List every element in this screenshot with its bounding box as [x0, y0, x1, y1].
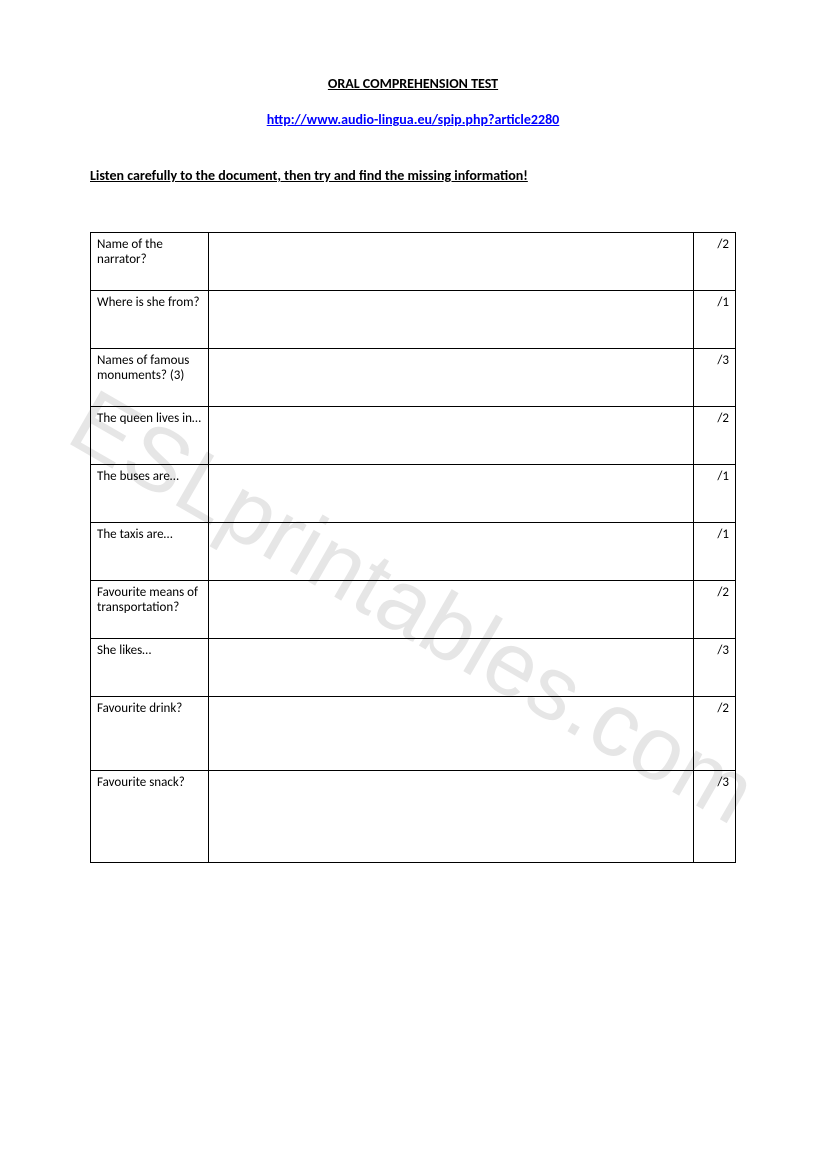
table-row: Where is she from? /1: [91, 291, 736, 349]
answer-cell[interactable]: [209, 639, 694, 697]
table-row: The buses are… /1: [91, 465, 736, 523]
score-cell: /2: [694, 233, 736, 291]
score-cell: /2: [694, 581, 736, 639]
instruction-text: Listen carefully to the document, then t…: [90, 167, 736, 184]
answer-cell[interactable]: [209, 407, 694, 465]
worksheet-table: Name of the narrator?/2Where is she from…: [90, 232, 736, 863]
score-cell: /1: [694, 291, 736, 349]
question-cell: The queen lives in…: [91, 407, 209, 465]
score-cell: /1: [694, 465, 736, 523]
question-cell: Favourite means of transportation?: [91, 581, 209, 639]
document-title: ORAL COMPREHENSION TEST: [90, 75, 736, 92]
question-cell: Favourite drink?: [91, 697, 209, 771]
question-cell: The buses are…: [91, 465, 209, 523]
table-row: She likes… /3: [91, 639, 736, 697]
link-line: http://www.audio-lingua.eu/spip.php?arti…: [90, 110, 736, 129]
score-cell: /2: [694, 697, 736, 771]
answer-cell[interactable]: [209, 291, 694, 349]
score-cell: /1: [694, 523, 736, 581]
score-cell: /3: [694, 771, 736, 863]
worksheet-tbody: Name of the narrator?/2Where is she from…: [91, 233, 736, 863]
answer-cell[interactable]: [209, 523, 694, 581]
score-cell: /2: [694, 407, 736, 465]
question-cell: The taxis are…: [91, 523, 209, 581]
answer-cell[interactable]: [209, 233, 694, 291]
table-row: The queen lives in… /2: [91, 407, 736, 465]
question-cell: Where is she from?: [91, 291, 209, 349]
audio-link[interactable]: http://www.audio-lingua.eu/spip.php?arti…: [267, 111, 560, 128]
table-row: The taxis are… /1: [91, 523, 736, 581]
page-content: ORAL COMPREHENSION TEST http://www.audio…: [0, 0, 826, 903]
question-cell: Names of famous monuments? (3): [91, 349, 209, 407]
answer-cell[interactable]: [209, 465, 694, 523]
answer-cell[interactable]: [209, 581, 694, 639]
question-cell: Favourite snack?: [91, 771, 209, 863]
table-row: Names of famous monuments? (3) /3: [91, 349, 736, 407]
question-cell: She likes…: [91, 639, 209, 697]
table-row: Favourite means of transportation? /2: [91, 581, 736, 639]
question-cell: Name of the narrator?: [91, 233, 209, 291]
answer-cell[interactable]: [209, 771, 694, 863]
score-cell: /3: [694, 639, 736, 697]
table-row: Name of the narrator? /2: [91, 233, 736, 291]
score-cell: /3: [694, 349, 736, 407]
answer-cell[interactable]: [209, 697, 694, 771]
answer-cell[interactable]: [209, 349, 694, 407]
table-row: Favourite snack? /3: [91, 771, 736, 863]
table-row: Favourite drink? /2: [91, 697, 736, 771]
